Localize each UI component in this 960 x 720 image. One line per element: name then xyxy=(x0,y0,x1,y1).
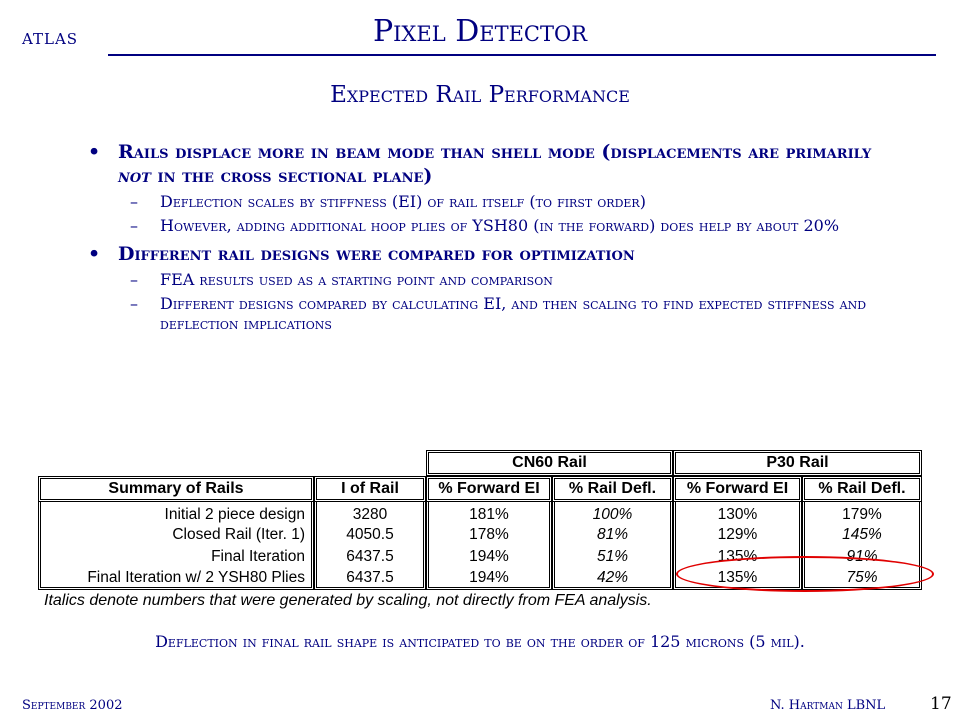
cell-cn-fwd: 194% xyxy=(426,546,552,568)
cell-p-defl: 145% xyxy=(802,524,922,546)
column-header: % Forward EI xyxy=(673,476,802,502)
rails-summary-table: CN60 Rail P30 Rail Summary of Rails I of… xyxy=(38,450,922,610)
sub-bullet-dash: – xyxy=(130,192,138,211)
sub-bullet-text: However, adding additional hoop plies of… xyxy=(160,216,840,235)
group-header-cn60: CN60 Rail xyxy=(426,450,673,476)
bullet-1: • Rails displace more in beam mode than … xyxy=(88,140,878,188)
sub-bullet-dash: – xyxy=(130,216,138,235)
table-body: Summary of Rails I of Rail % Forward EI … xyxy=(38,476,922,590)
sub-bullet-2-2: – Different designs compared by calculat… xyxy=(88,294,878,334)
sub-bullet-dash: – xyxy=(130,294,138,313)
column-header: % Rail Defl. xyxy=(552,476,673,502)
cell-cn-fwd: 181% xyxy=(426,502,552,524)
conclusion-text: Deflection in final rail shape is antici… xyxy=(155,632,805,651)
bullet-dot: • xyxy=(88,243,101,265)
bullet-list: • Rails displace more in beam mode than … xyxy=(88,140,878,334)
column-header: Summary of Rails xyxy=(38,476,314,502)
bullet-1-emphasis: not xyxy=(118,165,151,187)
cell-i: 4050.5 xyxy=(314,524,426,546)
cell-cn-fwd: 178% xyxy=(426,524,552,546)
sub-bullet-dash: – xyxy=(130,270,138,289)
footer-date: September 2002 xyxy=(22,698,123,713)
bullet-2-text: Different rail designs were compared for… xyxy=(118,243,635,265)
table-row: Initial 2 piece design 3280 181% 100% 13… xyxy=(38,502,922,524)
sub-bullet-1-1: – Deflection scales by stiffness (EI) of… xyxy=(88,192,878,212)
atlas-label: ATLAS xyxy=(22,30,79,48)
cell-p-defl: 179% xyxy=(802,502,922,524)
slide-subtitle: Expected Rail Performance xyxy=(330,82,630,108)
cell-cn-fwd: 194% xyxy=(426,568,552,590)
cell-cn-defl: 51% xyxy=(552,546,673,568)
cell-p-fwd: 130% xyxy=(673,502,802,524)
footer-author: N. Hartman LBNL xyxy=(770,698,886,713)
sub-bullet-text: Deflection scales by stiffness (EI) of r… xyxy=(160,192,646,211)
bullet-1-text-after: in the cross sectional plane) xyxy=(150,165,433,187)
title-rule xyxy=(108,54,936,56)
sub-bullet-1-2: – However, adding additional hoop plies … xyxy=(88,216,878,236)
table-note: Italics denote numbers that were generat… xyxy=(44,592,652,609)
column-header: % Rail Defl. xyxy=(802,476,922,502)
table-row: Closed Rail (Iter. 1) 4050.5 178% 81% 12… xyxy=(38,524,922,546)
group-header-p30: P30 Rail xyxy=(673,450,922,476)
column-header: I of Rail xyxy=(314,476,426,502)
column-header: % Forward EI xyxy=(426,476,552,502)
page-number: 17 xyxy=(930,694,952,714)
bullet-1-text-before: Rails displace more in beam mode than sh… xyxy=(118,141,872,163)
slide-title: Pixel Detector xyxy=(372,14,588,49)
highlight-ellipse xyxy=(676,556,934,592)
sub-bullet-text: Different designs compared by calculatin… xyxy=(160,294,867,333)
cell-p-fwd: 129% xyxy=(673,524,802,546)
bullet-dot: • xyxy=(88,141,101,163)
cell-i: 6437.5 xyxy=(314,568,426,590)
cell-i: 6437.5 xyxy=(314,546,426,568)
cell-name: Final Iteration w/ 2 YSH80 Plies xyxy=(38,568,314,590)
cell-cn-defl: 81% xyxy=(552,524,673,546)
sub-bullet-2-1: – FEA results used as a starting point a… xyxy=(88,270,878,290)
cell-i: 3280 xyxy=(314,502,426,524)
table-header-row: Summary of Rails I of Rail % Forward EI … xyxy=(38,476,922,502)
sub-bullet-text: FEA results used as a starting point and… xyxy=(160,270,553,289)
cell-name: Initial 2 piece design xyxy=(38,502,314,524)
bullet-2: • Different rail designs were compared f… xyxy=(88,242,878,266)
cell-name: Closed Rail (Iter. 1) xyxy=(38,524,314,546)
cell-cn-defl: 100% xyxy=(552,502,673,524)
cell-cn-defl: 42% xyxy=(552,568,673,590)
cell-name: Final Iteration xyxy=(38,546,314,568)
table-group-header: CN60 Rail P30 Rail xyxy=(426,450,922,476)
